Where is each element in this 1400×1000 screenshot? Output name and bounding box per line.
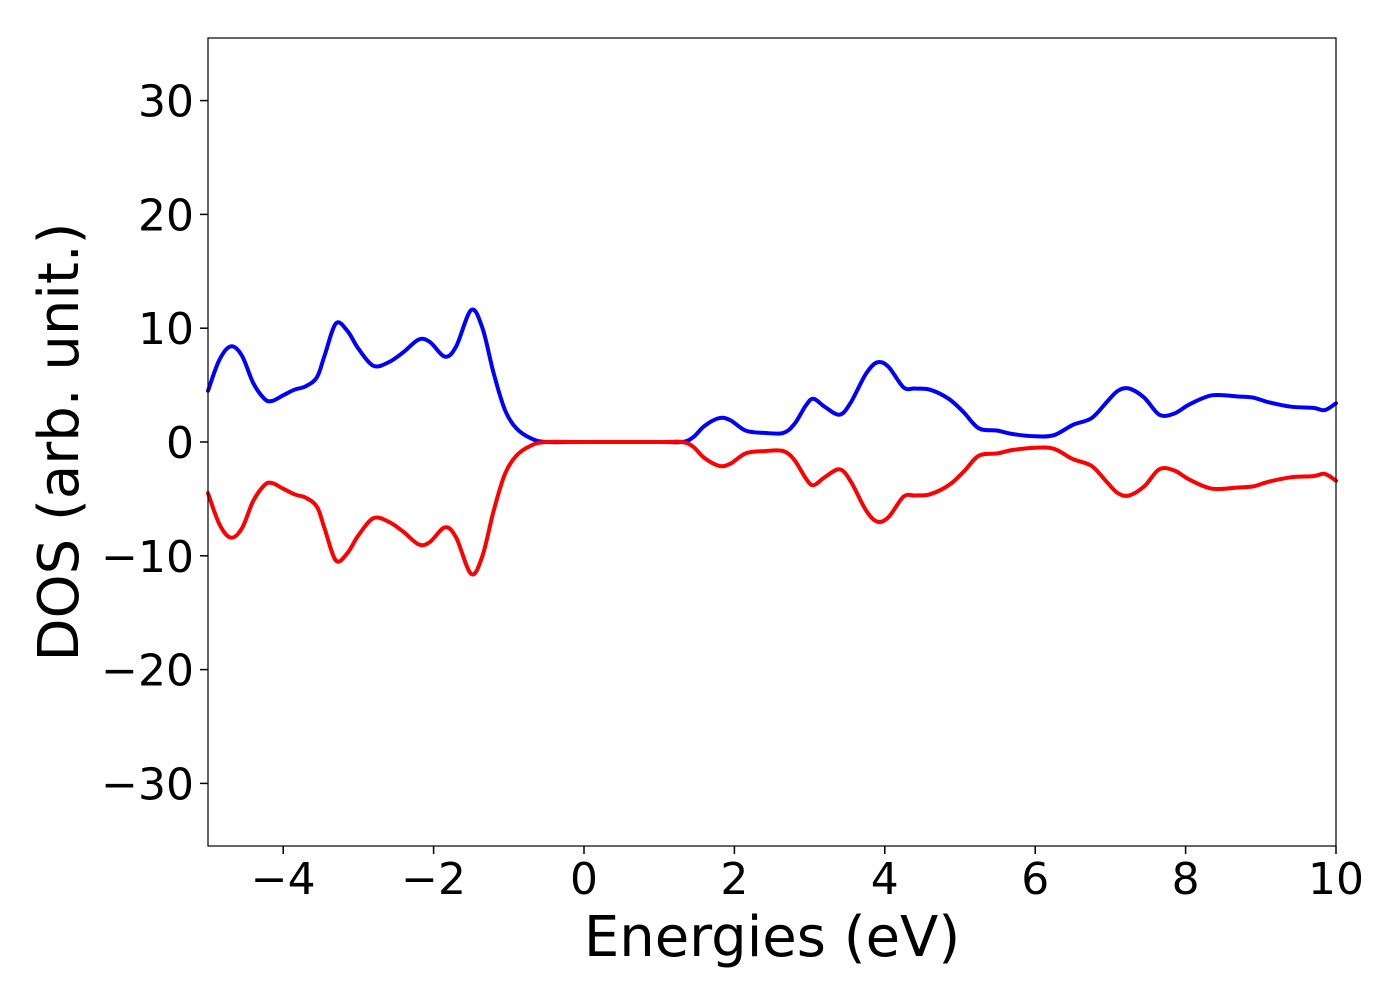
x-tick-label: 6: [1021, 854, 1049, 905]
y-tick-label: 30: [138, 77, 194, 128]
x-tick-label: 0: [570, 854, 598, 905]
series-line-2: [206, 439, 1338, 577]
y-tick-label: −10: [101, 532, 194, 583]
x-tick-label: −2: [401, 854, 466, 905]
series-layer: [206, 307, 1338, 577]
x-tick-label: 10: [1308, 854, 1364, 905]
x-tick-label: 2: [720, 854, 748, 905]
x-tick-label: 4: [871, 854, 899, 905]
y-axis-label: DOS (arb. unit.): [27, 222, 92, 661]
y-tick-label: 20: [138, 190, 194, 241]
y-tick-label: 0: [166, 418, 194, 469]
plot-frame: [207, 37, 1337, 847]
y-tick-label: −30: [101, 759, 194, 810]
x-axis-ticks: −4 −2 0 2 4 6 8 10: [251, 846, 1364, 905]
y-tick-label: 10: [138, 304, 194, 355]
y-axis-ticks: −30 −20 −10 0 10 20 30: [101, 77, 208, 810]
x-axis-label: Energies (eV): [584, 905, 960, 970]
series-line-1: [206, 307, 1338, 445]
y-tick-label: −20: [101, 646, 194, 697]
x-tick-label: 8: [1172, 854, 1200, 905]
x-tick-label: −4: [251, 854, 316, 905]
